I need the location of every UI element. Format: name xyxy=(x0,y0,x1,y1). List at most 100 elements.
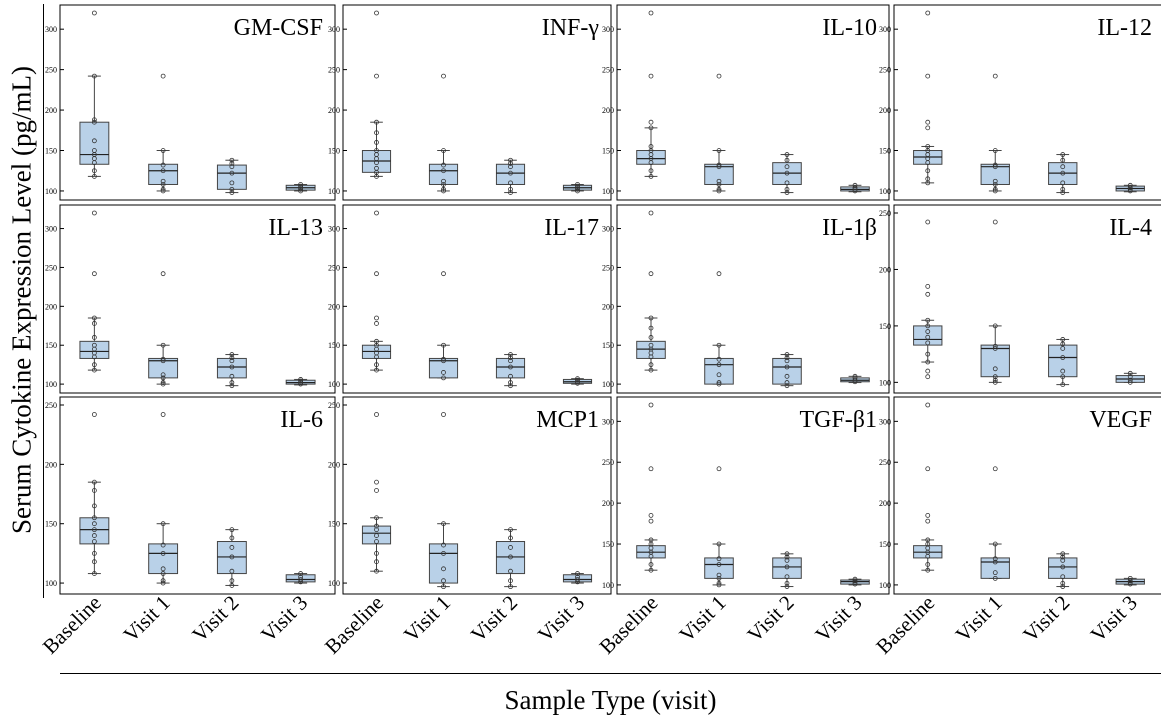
data-point xyxy=(441,182,446,187)
data-point xyxy=(648,367,654,373)
y-tick-label: 150 xyxy=(602,341,614,350)
data-point xyxy=(441,370,446,375)
data-point xyxy=(716,582,722,588)
y-tick-label: 200 xyxy=(879,106,891,115)
data-point xyxy=(229,578,235,584)
data-point xyxy=(374,210,379,216)
data-point xyxy=(925,283,931,289)
data-point xyxy=(374,321,379,326)
panel-title: IL-17 xyxy=(544,215,599,241)
y-tick-label: 200 xyxy=(45,460,57,469)
data-point xyxy=(716,572,722,578)
data-point xyxy=(925,466,931,472)
data-point xyxy=(229,157,235,163)
data-point xyxy=(575,188,580,194)
y-tick-label: 300 xyxy=(602,25,614,34)
data-point xyxy=(784,355,790,361)
data-point xyxy=(508,352,513,357)
data-point xyxy=(91,515,97,521)
data-point xyxy=(852,188,858,194)
x-category-label: Visit 3 xyxy=(810,591,866,647)
y-tick-label: 150 xyxy=(328,520,340,529)
y-tick-label: 250 xyxy=(45,66,57,75)
box xyxy=(772,557,802,579)
data-point xyxy=(1060,170,1066,176)
data-point xyxy=(925,180,931,186)
box xyxy=(361,525,392,545)
x-category-label: Baseline xyxy=(594,591,662,659)
data-point xyxy=(160,381,166,387)
data-point xyxy=(374,412,379,417)
box xyxy=(980,344,1010,378)
data-point xyxy=(1060,368,1066,374)
y-tick-label: 200 xyxy=(879,265,891,274)
data-point xyxy=(1060,341,1066,347)
data-point xyxy=(784,380,790,385)
data-point xyxy=(1127,377,1133,383)
x-category-label: Baseline xyxy=(320,591,388,659)
data-point xyxy=(1060,190,1066,195)
data-point xyxy=(992,186,998,192)
data-point xyxy=(160,521,166,527)
panel-title: IL-6 xyxy=(280,407,323,433)
data-point xyxy=(992,559,998,565)
box xyxy=(1048,344,1078,378)
panel-title: MCP1 xyxy=(536,407,599,433)
data-point xyxy=(91,73,97,79)
data-point xyxy=(91,168,97,174)
panel-title: IL-4 xyxy=(1109,215,1152,241)
data-point xyxy=(852,377,858,383)
data-point xyxy=(925,219,931,225)
data-point xyxy=(784,190,790,195)
data-point xyxy=(508,355,513,361)
data-point xyxy=(852,379,858,385)
data-point xyxy=(508,157,513,163)
panel-title: IL-1β xyxy=(822,215,877,241)
x-category-label: Visit 1 xyxy=(951,591,1007,647)
data-point xyxy=(229,170,235,176)
data-point xyxy=(441,375,446,381)
y-tick-label: 250 xyxy=(879,209,891,218)
data-point xyxy=(648,173,654,179)
y-tick-label: 250 xyxy=(328,401,340,410)
data-point xyxy=(508,584,513,590)
x-category-label: Visit 1 xyxy=(119,591,175,647)
data-point xyxy=(91,571,97,576)
data-point xyxy=(91,315,97,321)
x-category-label: Visit 2 xyxy=(466,591,522,647)
data-point xyxy=(229,383,235,389)
data-point xyxy=(648,168,654,174)
box xyxy=(980,163,1010,185)
data-point xyxy=(716,362,722,368)
y-tick-label: 250 xyxy=(45,263,57,272)
panel-frame xyxy=(616,4,890,201)
panel-frame xyxy=(342,204,612,394)
data-point xyxy=(575,186,580,192)
data-point xyxy=(992,575,998,581)
box xyxy=(428,543,459,584)
y-tick-label: 100 xyxy=(879,187,891,196)
data-point xyxy=(648,402,654,408)
data-point xyxy=(925,513,931,518)
data-point xyxy=(508,161,513,166)
data-point xyxy=(508,380,513,385)
data-point xyxy=(441,542,446,548)
y-tick-label: 150 xyxy=(328,147,340,156)
data-point xyxy=(925,374,931,380)
data-point xyxy=(925,359,931,365)
data-point xyxy=(91,119,97,125)
data-point xyxy=(298,574,304,580)
y-tick-label: 200 xyxy=(602,302,614,311)
data-point xyxy=(648,315,654,321)
data-point xyxy=(1127,379,1133,385)
data-point xyxy=(1060,337,1066,342)
data-point xyxy=(784,551,790,557)
data-point xyxy=(716,178,722,184)
data-point xyxy=(508,527,513,533)
y-tick-label: 150 xyxy=(879,147,891,156)
data-point xyxy=(374,550,379,556)
data-point xyxy=(648,362,654,368)
data-point xyxy=(648,562,654,567)
data-point xyxy=(229,186,235,192)
y-tick-label: 100 xyxy=(328,579,340,588)
